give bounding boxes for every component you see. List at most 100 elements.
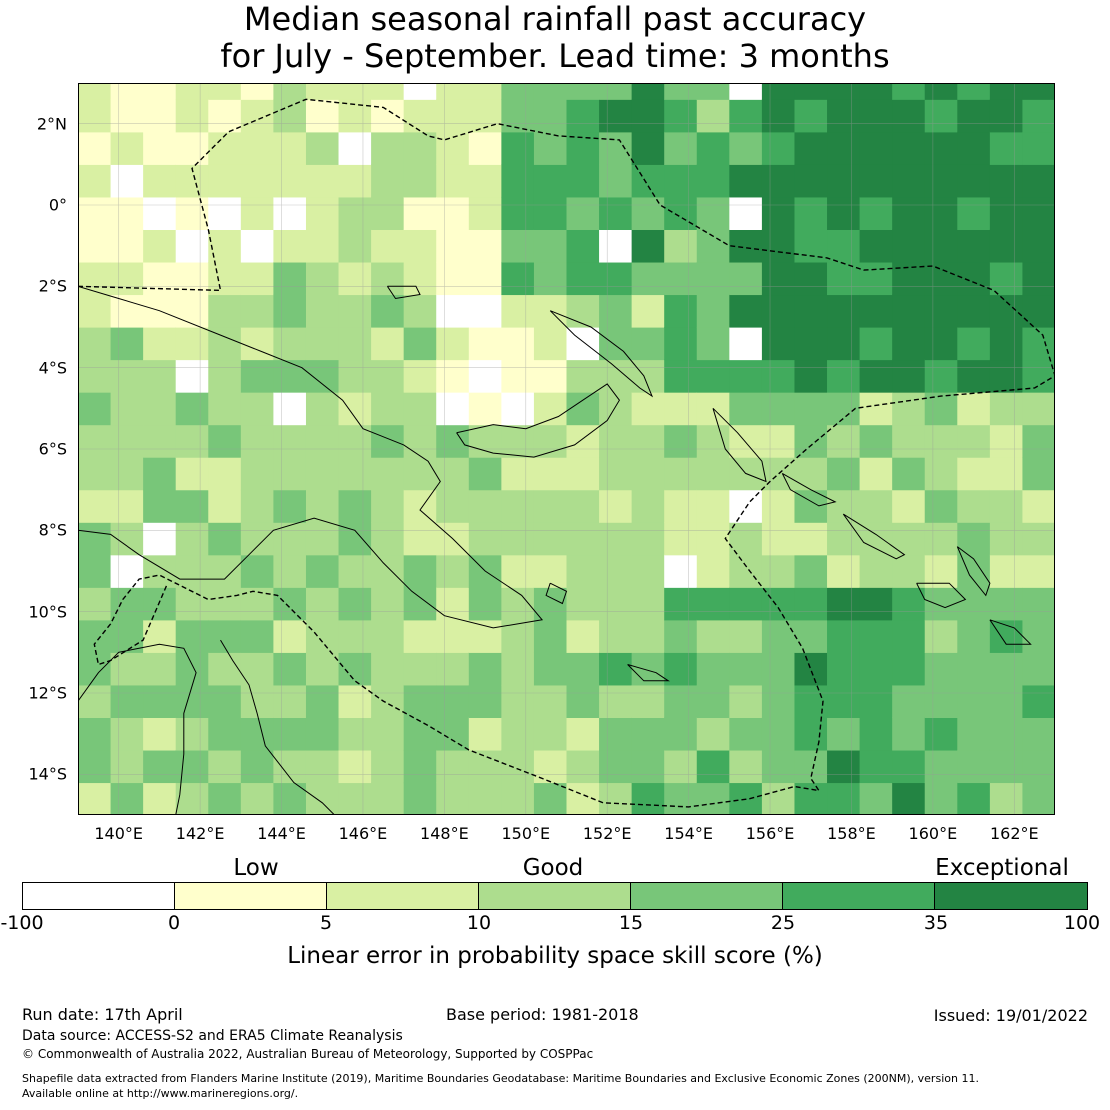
grid-cell — [631, 522, 665, 556]
grid-cell — [827, 261, 861, 296]
grid-cell — [338, 684, 372, 718]
grid-cell — [78, 131, 112, 165]
grid-cell — [533, 83, 568, 100]
grid-cell — [338, 327, 372, 361]
grid-cell — [1022, 522, 1055, 556]
grid-cell — [436, 261, 470, 296]
grid-cell — [371, 587, 405, 621]
grid-cell — [989, 99, 1024, 133]
grid-cell — [989, 424, 1024, 458]
grid-cell — [664, 99, 698, 133]
grid-cell — [599, 359, 633, 393]
grid-cell — [175, 131, 209, 165]
grid-cell — [696, 782, 730, 815]
grid-cell — [892, 619, 926, 653]
grid-cell — [827, 359, 861, 393]
grid-cell — [501, 489, 535, 523]
grid-cell — [827, 619, 861, 653]
grid-cell — [761, 684, 796, 718]
grid-cell — [599, 717, 633, 751]
grid-cell — [989, 261, 1024, 296]
grid-cell — [696, 749, 730, 784]
grid-cell — [338, 229, 372, 263]
grid-cell — [78, 83, 112, 100]
grid-cell — [631, 83, 665, 100]
grid-cell — [761, 554, 796, 588]
grid-cell — [501, 522, 535, 556]
grid-cell — [143, 392, 177, 426]
grid-cell — [989, 684, 1024, 718]
grid-cell — [794, 749, 828, 784]
grid-cell — [78, 294, 112, 328]
grid-cell — [78, 359, 112, 393]
grid-cell — [794, 457, 828, 491]
grid-cell — [892, 99, 926, 133]
grid-cell — [208, 652, 242, 686]
run-date: Run date: 17th April — [22, 1005, 183, 1024]
grid-cell — [957, 424, 991, 458]
grid-cell — [794, 587, 828, 621]
grid-cell — [761, 164, 796, 198]
grid-cell — [599, 229, 633, 263]
grid-cell — [696, 652, 730, 686]
grid-cell — [403, 359, 437, 393]
grid-cell — [501, 83, 535, 100]
grid-cell — [533, 327, 568, 361]
grid-cell — [989, 83, 1024, 100]
grid-cell — [729, 684, 763, 718]
grid-cell — [957, 83, 991, 100]
grid-cell — [566, 717, 600, 751]
grid-cell — [78, 424, 112, 458]
grid-cell — [859, 83, 893, 100]
grid-cell — [305, 457, 340, 491]
grid-cell — [696, 327, 730, 361]
grid-cell — [989, 522, 1024, 556]
grid-cell — [240, 261, 274, 296]
grid-cell — [957, 587, 991, 621]
grid-cell — [957, 294, 991, 328]
grid-cell — [436, 327, 470, 361]
grid-cell — [924, 164, 958, 198]
grid-cell — [175, 99, 209, 133]
title-line-2: for July - September. Lead time: 3 month… — [220, 37, 890, 75]
grid-cell — [761, 392, 796, 426]
grid-cell — [468, 327, 502, 361]
grid-cell — [924, 489, 958, 523]
grid-cell — [371, 229, 405, 263]
grid-cell — [729, 749, 763, 784]
grid-cell — [664, 782, 698, 815]
grid-cell — [143, 619, 177, 653]
grid-cell — [468, 749, 502, 784]
grid-cell — [208, 587, 242, 621]
grid-cell — [143, 587, 177, 621]
grid-cell — [436, 684, 470, 718]
grid-cell — [436, 99, 470, 133]
grid-cell — [892, 131, 926, 165]
grid-cell — [403, 83, 437, 100]
grid-cell — [175, 587, 209, 621]
grid-cell — [436, 587, 470, 621]
grid-cell — [1022, 131, 1055, 165]
new-guinea-coast — [78, 285, 544, 629]
grid-cell — [468, 619, 502, 653]
grid-cell — [729, 392, 763, 426]
grid-cell — [566, 261, 600, 296]
shapefile-credit-2: Available online at http://www.marinereg… — [22, 1087, 299, 1100]
grid-cell — [859, 392, 893, 426]
grid-cell — [240, 457, 274, 491]
grid-cell — [631, 619, 665, 653]
grid-cell — [957, 229, 991, 263]
grid-cell — [892, 229, 926, 263]
grid-cell — [501, 327, 535, 361]
map-canvas — [78, 83, 1055, 815]
grid-cell — [566, 164, 600, 198]
grid-cell — [533, 587, 568, 621]
grid-cell — [761, 327, 796, 361]
grid-cell — [110, 229, 144, 263]
grid-cell — [273, 619, 307, 653]
grid-cell — [208, 392, 242, 426]
grid-cell — [989, 749, 1024, 784]
grid-cell — [892, 164, 926, 198]
grid-cell — [78, 619, 112, 653]
grid-cell — [631, 489, 665, 523]
